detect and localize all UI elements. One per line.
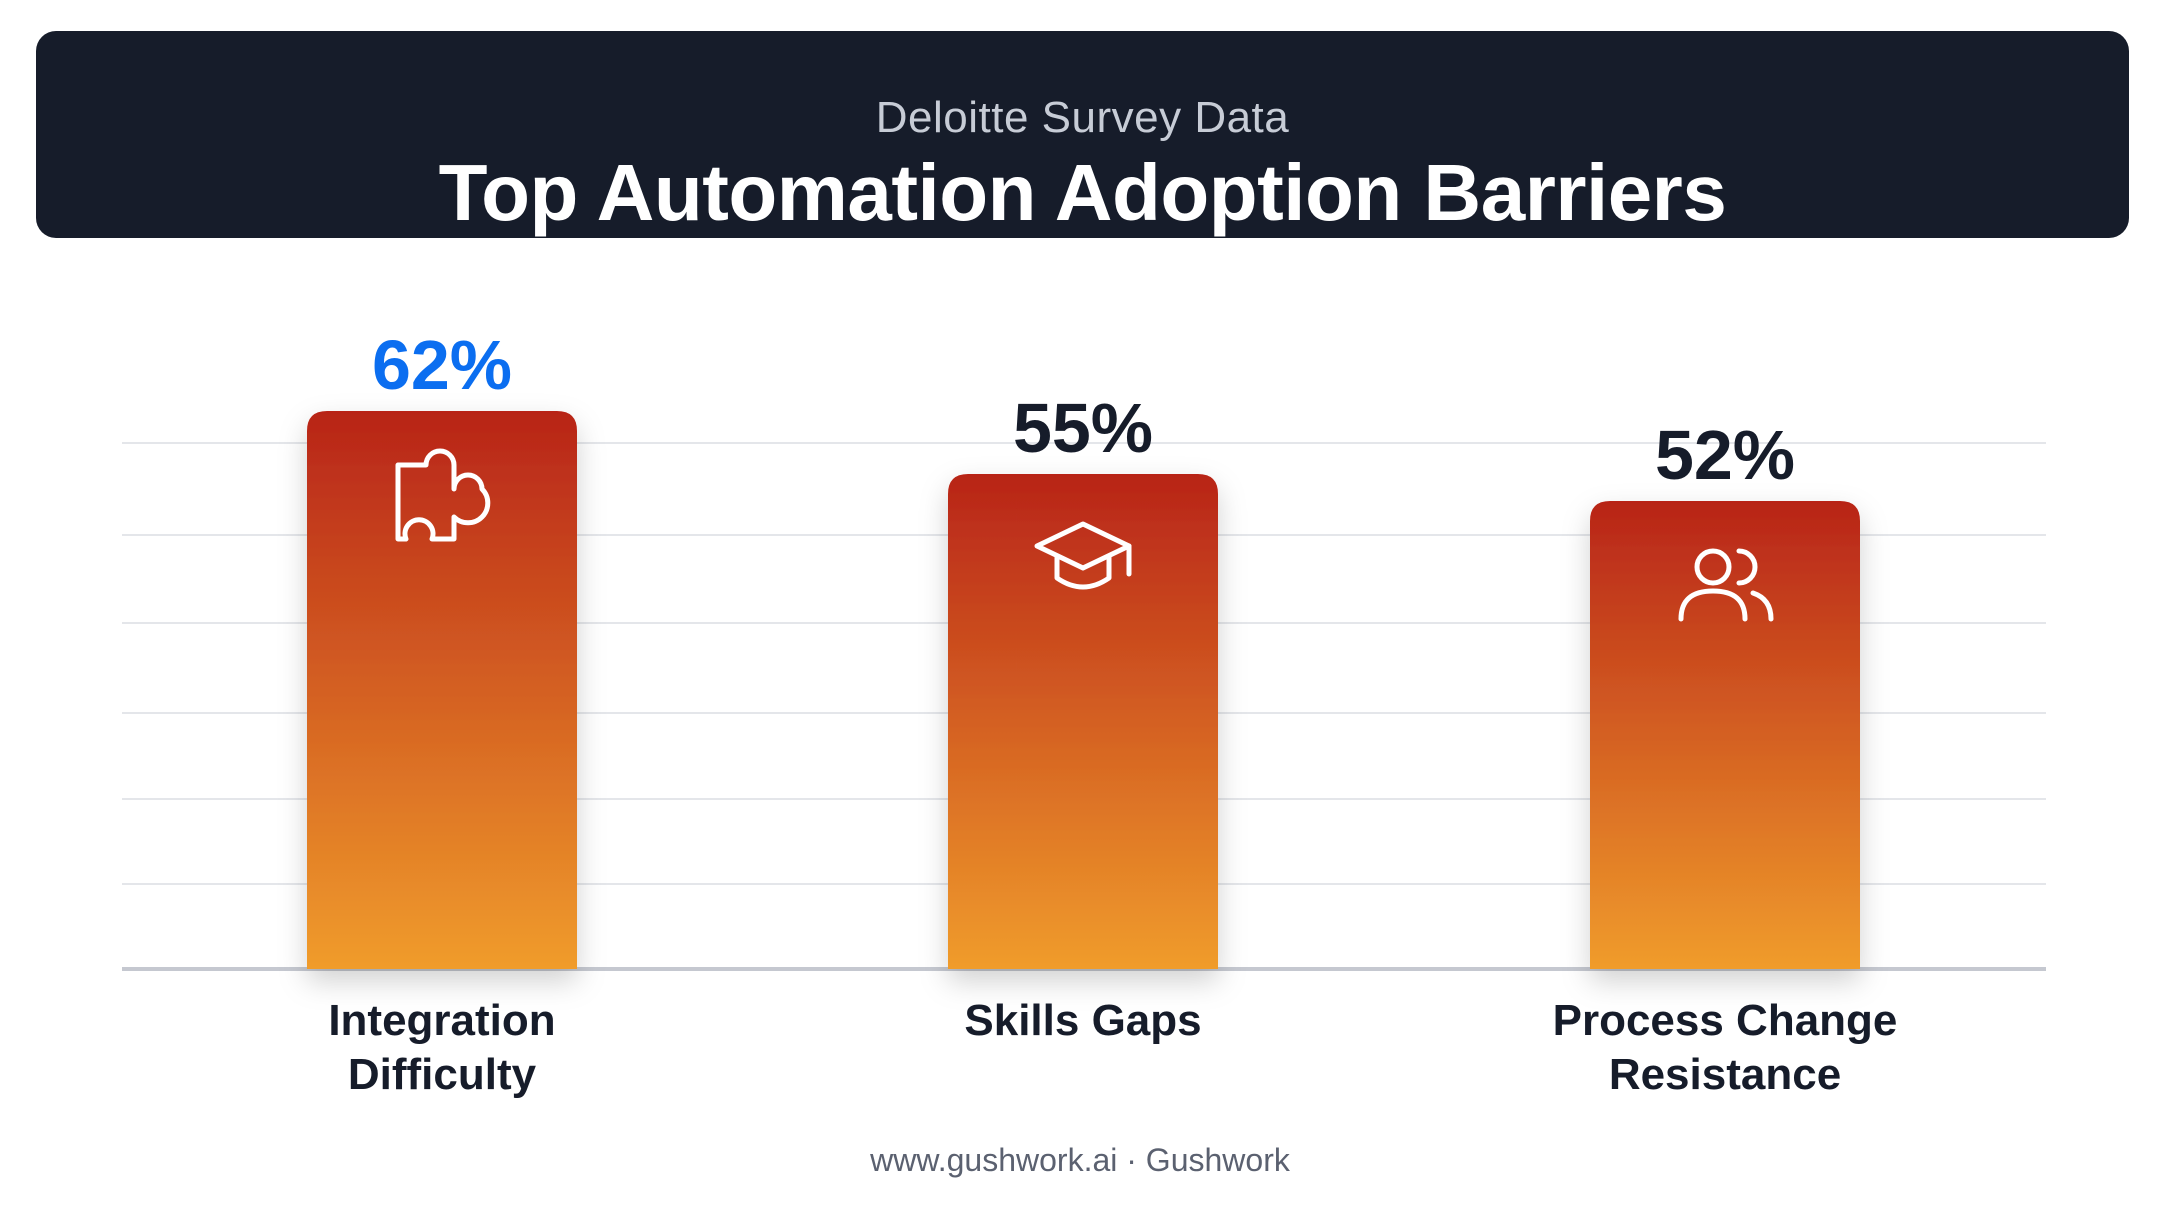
category-label: Skills Gaps [964, 996, 1201, 1045]
data-label: 52% [1655, 416, 1795, 494]
header-banner: Deloitte Survey Data Top Automation Adop… [36, 31, 2129, 238]
users-icon [1678, 548, 1774, 622]
footer-credit: www.gushwork.ai · Gushwork [870, 1142, 1290, 1178]
bar [1590, 501, 1860, 969]
labels: 62% Integration Difficulty 55% Skills Gaps 52… [328, 326, 1897, 1099]
category-label: Difficulty [348, 1050, 537, 1099]
graduation-cap-icon [1034, 521, 1132, 590]
data-label: 62% [372, 326, 512, 404]
category-label: Resistance [1609, 1050, 1841, 1099]
bars [307, 411, 1860, 969]
bar [948, 474, 1218, 969]
chart-subtitle: Deloitte Survey Data [875, 93, 1290, 142]
category-label: Process Change [1553, 996, 1898, 1045]
category-label: Integration [328, 996, 555, 1045]
puzzle-icon [395, 448, 491, 542]
chart-title: Top Automation Adoption Barriers [438, 148, 1727, 237]
data-label: 55% [1013, 389, 1153, 467]
bar [307, 411, 577, 969]
